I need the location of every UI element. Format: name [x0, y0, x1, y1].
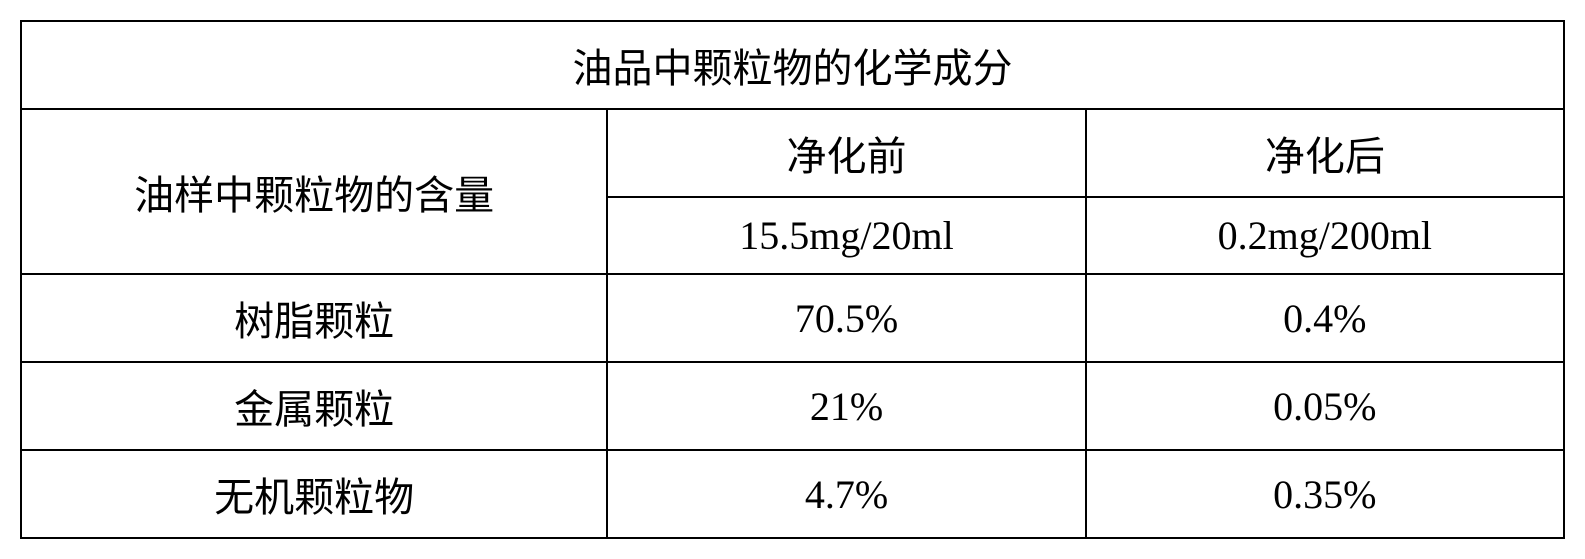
table-row: 金属颗粒 21% 0.05%	[21, 362, 1564, 450]
amount-before-cell: 15.5mg/20ml	[607, 197, 1085, 274]
col-header-after: 净化后	[1086, 109, 1564, 197]
data-table: 油品中颗粒物的化学成分 油样中颗粒物的含量 净化前 净化后 15.5mg/20m…	[20, 20, 1565, 539]
row-after-cell: 0.35%	[1086, 450, 1564, 538]
table-row: 无机颗粒物 4.7% 0.35%	[21, 450, 1564, 538]
table-row: 树脂颗粒 70.5% 0.4%	[21, 274, 1564, 362]
row-after-cell: 0.4%	[1086, 274, 1564, 362]
row-header-cell: 油样中颗粒物的含量	[21, 109, 607, 274]
col-header-before: 净化前	[607, 109, 1085, 197]
row-before-cell: 21%	[607, 362, 1085, 450]
amount-after-cell: 0.2mg/200ml	[1086, 197, 1564, 274]
row-before-cell: 4.7%	[607, 450, 1085, 538]
row-label-cell: 金属颗粒	[21, 362, 607, 450]
table-header-row: 油样中颗粒物的含量 净化前 净化后	[21, 109, 1564, 197]
row-label-cell: 无机颗粒物	[21, 450, 607, 538]
table-title-cell: 油品中颗粒物的化学成分	[21, 21, 1564, 109]
particle-composition-table: 油品中颗粒物的化学成分 油样中颗粒物的含量 净化前 净化后 15.5mg/20m…	[20, 20, 1565, 539]
row-label-cell: 树脂颗粒	[21, 274, 607, 362]
row-before-cell: 70.5%	[607, 274, 1085, 362]
table-title-row: 油品中颗粒物的化学成分	[21, 21, 1564, 109]
row-after-cell: 0.05%	[1086, 362, 1564, 450]
